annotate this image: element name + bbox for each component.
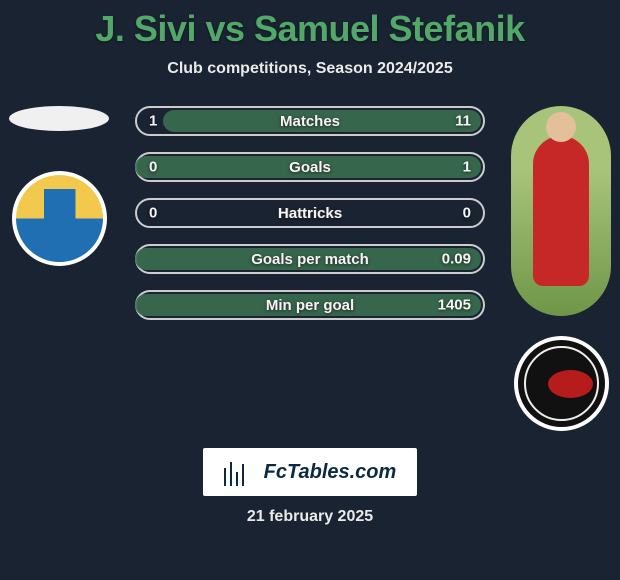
player-right-column <box>506 106 616 431</box>
stat-value-right: 0.09 <box>442 251 471 268</box>
player-right-club-badge <box>514 336 609 431</box>
stat-label: Matches <box>280 113 340 130</box>
stat-label: Hattricks <box>278 205 342 222</box>
footer-brand-text: FcTables.com <box>264 461 397 484</box>
stat-value-right: 11 <box>455 113 471 130</box>
page-root: J. Sivi vs Samuel Stefanik Club competit… <box>0 0 620 580</box>
footer-date: 21 february 2025 <box>0 508 620 526</box>
player-left-club-badge <box>12 171 107 266</box>
stat-value-left: 0 <box>149 205 157 222</box>
footer-brand-logo: FcTables.com <box>203 448 417 496</box>
stat-row: 1 Matches 11 <box>135 106 485 136</box>
player-right-avatar <box>511 106 611 316</box>
page-title: J. Sivi vs Samuel Stefanik <box>0 0 620 50</box>
chart-icon <box>224 458 258 486</box>
stat-label: Min per goal <box>266 297 354 314</box>
page-subtitle: Club competitions, Season 2024/2025 <box>0 60 620 78</box>
stat-row: 0 Goals 1 <box>135 152 485 182</box>
stat-value-right: 1405 <box>438 297 471 314</box>
stat-value-left: 1 <box>149 113 157 130</box>
stat-row: Goals per match 0.09 <box>135 244 485 274</box>
player-left-column <box>4 106 114 266</box>
stat-row: 0 Hattricks 0 <box>135 198 485 228</box>
stat-value-left: 0 <box>149 159 157 176</box>
player-left-avatar <box>9 106 109 131</box>
stat-label: Goals per match <box>251 251 369 268</box>
comparison-bars: 1 Matches 11 0 Goals 1 0 Hattricks 0 Goals per ma… <box>135 106 485 336</box>
stat-value-right: 0 <box>463 205 471 222</box>
stat-label: Goals <box>289 159 331 176</box>
stat-value-right: 1 <box>463 159 471 176</box>
stat-row: Min per goal 1405 <box>135 290 485 320</box>
